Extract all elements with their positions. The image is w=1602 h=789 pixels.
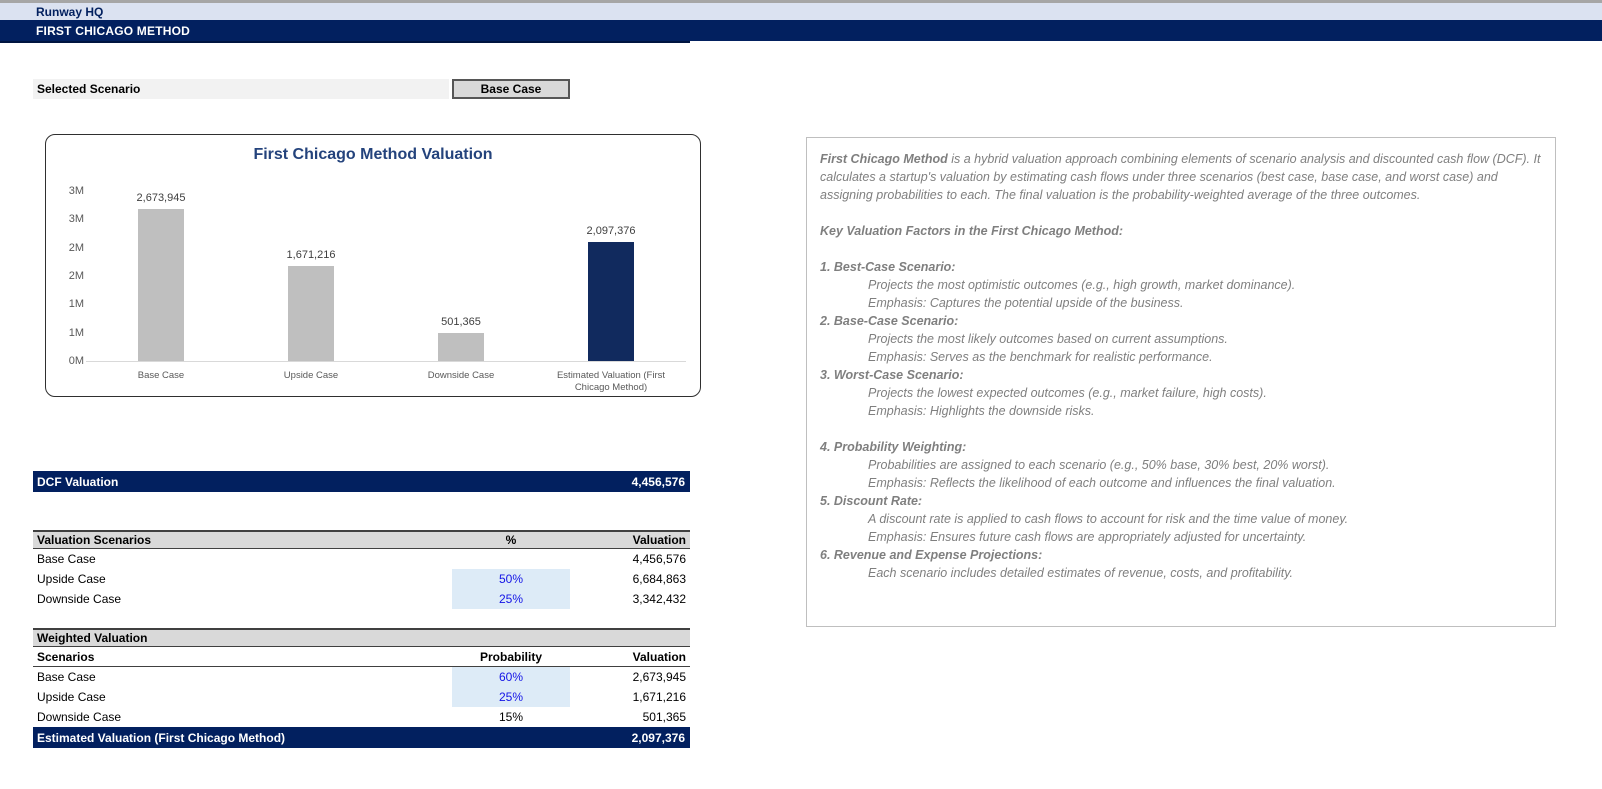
row-label: Downside Case: [37, 592, 122, 606]
chart-category-label: Downside Case: [427, 370, 495, 381]
y-axis-tick-label: 0M: [68, 355, 84, 367]
weighted-valuation-header: Scenarios Probability Valuation: [33, 647, 690, 667]
pct-input-cell[interactable]: 25%: [452, 589, 570, 609]
factor-detail-line: Emphasis: Ensures future cash flows are …: [868, 530, 1307, 544]
chart-category-label: Base Case: [137, 370, 185, 381]
factor-detail-line: Projects the most optimistic outcomes (e…: [868, 278, 1296, 292]
column-header-scenarios: Scenarios: [37, 649, 95, 664]
table-row: Upside Case 50% 6,684,863: [33, 569, 690, 589]
factor-title: 4. Probability Weighting:: [820, 440, 967, 454]
valuation-scenarios-table: Valuation Scenarios % Valuation Base Cas…: [33, 530, 690, 609]
chart-bar: [138, 209, 184, 361]
valuation-cell: 6,684,863: [632, 572, 686, 586]
pct-input-cell[interactable]: 50%: [452, 569, 570, 589]
window-top-edge: [0, 0, 1602, 3]
y-axis-tick-label: 3M: [68, 213, 84, 226]
weighted-valuation-title-row: Weighted Valuation: [33, 628, 690, 647]
y-axis-tick-label: 1M: [68, 326, 84, 339]
pct-cell: [452, 549, 570, 569]
row-label: Base Case: [37, 552, 96, 566]
valuation-chart: First Chicago Method Valuation 3M 3M 2M 2M 1…: [45, 134, 701, 397]
factor-title: 2. Base-Case Scenario:: [820, 314, 959, 328]
table-title: Weighted Valuation: [37, 631, 148, 645]
factor-detail-line: Emphasis: Serves as the benchmark for re…: [868, 350, 1213, 364]
chart-bar: [288, 266, 334, 361]
valuation-cell: 1,671,216: [632, 690, 686, 704]
estimated-valuation-total-row: Estimated Valuation (First Chicago Metho…: [33, 727, 690, 748]
table-row: Base Case 60% 2,673,945: [33, 667, 690, 687]
factor-detail-line: A discount rate is applied to cash flows…: [868, 512, 1349, 526]
table-row: Downside Case 25% 3,342,432: [33, 589, 690, 609]
chart-category-label: Upside Case: [283, 370, 339, 381]
chart-bar: [588, 242, 634, 361]
factor-detail-line: Emphasis: Captures the potential upside …: [868, 296, 1184, 310]
dcf-valuation-label: DCF Valuation: [37, 474, 119, 489]
factor-detail-line: Projects the most likely outcomes based …: [868, 332, 1228, 346]
factor-title: 5. Discount Rate:: [820, 494, 923, 508]
factor-title: 1. Best-Case Scenario:: [820, 260, 956, 274]
page-title: FIRST CHICAGO METHOD: [36, 23, 190, 38]
factor-detail-line: Projects the lowest expected outcomes (e…: [868, 386, 1267, 400]
column-header-pct: %: [505, 533, 517, 547]
y-axis-tick-label: 2M: [68, 241, 84, 254]
column-header-valuation: Valuation: [632, 649, 686, 664]
table-row: Upside Case 25% 1,671,216: [33, 687, 690, 707]
factor-detail-line: Emphasis: Highlights the downside risks.: [868, 404, 1095, 418]
app-title: Runway HQ: [36, 4, 104, 19]
valuation-cell: 501,365: [642, 710, 686, 724]
chart-category-label: Estimated Valuation (First Chicago Metho…: [556, 370, 666, 393]
sheet-title-underline: [0, 41, 690, 43]
x-axis-line: [86, 361, 686, 362]
weighted-valuation-table: Weighted Valuation Scenarios Probability…: [33, 628, 690, 748]
y-axis-tick-label: 3M: [68, 185, 84, 197]
column-header-title: Valuation Scenarios: [37, 533, 152, 547]
factors-subtitle: Key Valuation Factors in the First Chica…: [820, 224, 1124, 238]
factor-title: 3. Worst-Case Scenario:: [820, 368, 964, 382]
probability-input-cell[interactable]: 25%: [452, 687, 570, 707]
row-label: Base Case: [37, 670, 96, 684]
chart-bar-value-label: 501,365: [441, 316, 481, 328]
factor-detail-line: Emphasis: Reflects the likelihood of eac…: [868, 476, 1336, 490]
chart-bar-value-label: 2,673,945: [136, 192, 186, 204]
row-label: Downside Case: [37, 710, 122, 724]
valuation-cell: 2,673,945: [632, 670, 686, 684]
info-factors: 1. Best-Case Scenario: Projects the most …: [820, 258, 1542, 582]
y-axis-tick-label: 1M: [68, 298, 84, 311]
total-label: Estimated Valuation (First Chicago Metho…: [37, 730, 286, 745]
row-label: Upside Case: [37, 572, 106, 586]
workbook-title-band: Runway HQ: [0, 3, 1602, 20]
table-row: Base Case 4,456,576: [33, 549, 690, 569]
probability-cell: 15%: [498, 710, 524, 724]
factor-title: 6. Revenue and Expense Projections:: [820, 548, 1043, 562]
chart-title: First Chicago Method Valuation: [253, 146, 493, 163]
y-axis-tick-label: 2M: [68, 270, 84, 282]
valuation-scenarios-header: Valuation Scenarios % Valuation: [33, 530, 690, 549]
dcf-valuation-value: 4,456,576: [631, 474, 685, 489]
chart-bar: [438, 333, 484, 361]
paragraph-spacer: [820, 420, 1542, 438]
chart-bar-value-label: 2,097,376: [586, 225, 636, 237]
scenario-selector-button[interactable]: Base Case: [452, 79, 570, 99]
intro-paragraph: First Chicago Method is a hybrid valuati…: [820, 152, 1541, 202]
factor-detail-line: Each scenario includes detailed estimate…: [868, 566, 1293, 580]
sheet-title-band: FIRST CHICAGO METHOD: [0, 20, 1602, 41]
row-label: Upside Case: [37, 690, 106, 704]
selected-scenario-label: Selected Scenario: [33, 79, 449, 99]
factor-detail-line: Probabilities are assigned to each scena…: [868, 458, 1330, 472]
chart-bar-value-label: 1,671,216: [286, 249, 336, 261]
total-value: 2,097,376: [631, 730, 685, 745]
method-description-panel: First Chicago Method is a hybrid valuati…: [806, 137, 1556, 627]
dcf-valuation-bar: DCF Valuation 4,456,576: [33, 471, 690, 492]
valuation-cell: 3,342,432: [632, 592, 686, 606]
valuation-cell: 4,456,576: [632, 552, 686, 566]
column-header-valuation: Valuation: [632, 533, 686, 547]
probability-input-cell[interactable]: 60%: [452, 667, 570, 687]
column-header-probability: Probability: [479, 649, 542, 664]
table-row: Downside Case 15% 501,365: [33, 707, 690, 727]
